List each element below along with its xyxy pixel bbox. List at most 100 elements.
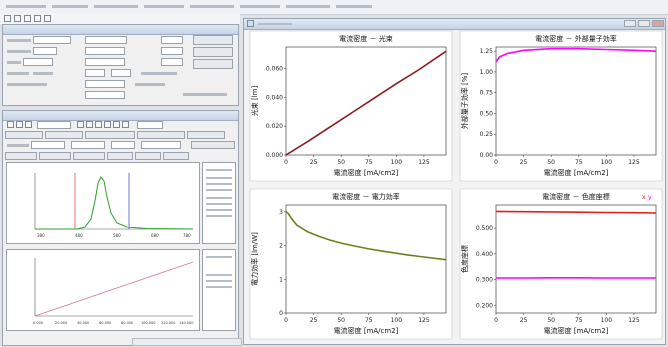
- toolbar-icon[interactable]: [24, 15, 31, 22]
- menu-placeholder[interactable]: [240, 5, 280, 8]
- y-tick-label: 0.400: [476, 251, 493, 258]
- settings-field[interactable]: [161, 47, 183, 55]
- toolbar-icon[interactable]: [16, 121, 23, 128]
- analysis-tab[interactable]: [85, 131, 135, 139]
- toolbar-icon[interactable]: [86, 121, 93, 128]
- settings-button[interactable]: [193, 59, 233, 69]
- settings-field[interactable]: [161, 36, 183, 44]
- legend-entry: x: [642, 194, 646, 201]
- analysis-tab[interactable]: [5, 131, 43, 139]
- analysis-button[interactable]: [191, 141, 235, 149]
- analysis-tab[interactable]: [135, 152, 161, 160]
- close-icon[interactable]: [652, 20, 664, 27]
- legend-entry: y: [648, 194, 652, 201]
- menu-placeholder[interactable]: [190, 5, 234, 8]
- window-title-placeholder: [258, 23, 292, 25]
- analysis-tab[interactable]: [39, 152, 71, 160]
- analysis-field[interactable]: [111, 141, 135, 149]
- settings-button[interactable]: [193, 47, 233, 57]
- x-tick-label: 100: [391, 159, 403, 166]
- settings-field[interactable]: [85, 58, 125, 66]
- settings-field[interactable]: [85, 36, 127, 44]
- luminance-tick-label: 40.000: [77, 321, 89, 325]
- toolbar-icon[interactable]: [77, 121, 84, 128]
- toolbar-icon[interactable]: [113, 121, 120, 128]
- status-strip: [132, 338, 242, 346]
- x-tick-label: 50: [337, 159, 345, 166]
- settings-field[interactable]: [85, 80, 125, 88]
- charts-area: 電流密度 － 光束0 25 50 75 100 1250.0000.0200.0400.0…: [249, 30, 663, 340]
- toolbar-icon[interactable]: [14, 15, 21, 22]
- settings-field[interactable]: [111, 69, 131, 77]
- x-tick-label: 75: [575, 159, 583, 166]
- x-tick-label: 75: [365, 317, 373, 324]
- settings-field[interactable]: [33, 47, 57, 55]
- settings-field[interactable]: [33, 36, 71, 44]
- toolbar-icon[interactable]: [7, 121, 14, 128]
- settings-field[interactable]: [85, 91, 125, 99]
- readout-placeholder: [206, 169, 232, 171]
- analysis-tab[interactable]: [107, 152, 133, 160]
- analysis-field[interactable]: [31, 141, 65, 149]
- toolbar-icon[interactable]: [25, 121, 32, 128]
- readout-placeholder: [206, 197, 232, 199]
- analysis-field[interactable]: [71, 141, 105, 149]
- settings-field[interactable]: [85, 47, 125, 55]
- menu-placeholder[interactable]: [6, 5, 46, 8]
- toolbar-icon[interactable]: [95, 121, 102, 128]
- spectrum-plot: 380 480 580 680 780: [34, 173, 194, 238]
- chart-panel-2: 電流密度 － 外部量子効率 0 25 50 75 100 125 0.00 0.25 0.50 0.…: [459, 30, 663, 182]
- menu-placeholder[interactable]: [144, 5, 184, 8]
- readout-placeholder: [206, 203, 232, 205]
- y-tick-label: 1: [279, 276, 283, 283]
- chart-title: 電流密度 － 色度座標: [542, 192, 609, 201]
- menu-placeholder[interactable]: [52, 5, 88, 8]
- spectrum-tick-label: 780: [183, 233, 191, 238]
- toolbar-icon[interactable]: [122, 121, 129, 128]
- toolbar-icon[interactable]: [44, 15, 51, 22]
- settings-field[interactable]: [85, 69, 105, 77]
- analysis-field[interactable]: [141, 141, 181, 149]
- settings-button[interactable]: [193, 35, 233, 45]
- menu-placeholder[interactable]: [286, 5, 330, 8]
- analysis-tab[interactable]: [45, 131, 83, 139]
- settings-field[interactable]: [23, 58, 53, 66]
- analysis-tab[interactable]: [163, 152, 189, 160]
- menu-placeholder[interactable]: [94, 5, 138, 8]
- plot-area: [495, 46, 657, 156]
- analysis-tab[interactable]: [73, 152, 105, 160]
- analysis-tab[interactable]: [137, 131, 185, 139]
- y-tick-label: 2: [279, 243, 283, 250]
- toolbar-field[interactable]: [37, 121, 71, 129]
- y-tick-label: 0.25: [480, 131, 494, 138]
- x-tick-label: 75: [575, 317, 583, 324]
- menu-placeholder[interactable]: [336, 5, 372, 8]
- minimize-icon[interactable]: [624, 20, 636, 27]
- y-tick-label: 1.25: [480, 48, 494, 55]
- toolbar-icon[interactable]: [104, 121, 111, 128]
- toolbar-icon[interactable]: [4, 15, 11, 22]
- series-line-1: [285, 211, 447, 261]
- y-axis-label: 外部量子効率 [%]: [460, 73, 469, 130]
- toolbar-field[interactable]: [137, 121, 163, 129]
- label-placeholder: [7, 72, 29, 75]
- chart-title: 電流密度 － 電力効率: [332, 192, 399, 201]
- settings-field[interactable]: [161, 58, 183, 66]
- analysis-tab[interactable]: [5, 152, 37, 160]
- chart-panel-1: 電流密度 － 光束 0 25 50 75 100 125 0.000 0.020 0.040 0.0…: [249, 30, 453, 182]
- toolbar-icon[interactable]: [34, 15, 41, 22]
- y-tick-label: 3: [279, 209, 283, 216]
- spectrum-plot-panel: 380 480 580 680 780: [6, 162, 200, 244]
- label-placeholder: [7, 39, 31, 42]
- y-tick-label: 0.200: [476, 302, 493, 309]
- chart-frame: [249, 30, 453, 182]
- readout-placeholder: [206, 183, 232, 185]
- maximize-icon[interactable]: [638, 20, 650, 27]
- series-line-1: [285, 50, 447, 156]
- chart-panel-4: 電流密度 － 色度座標 x y 0 25 50 75 100 125 0.200 0.300 0.40…: [459, 188, 663, 340]
- x-tick-label: 25: [520, 159, 528, 166]
- analysis-tab[interactable]: [187, 131, 225, 139]
- spectrum-curve: [35, 176, 194, 230]
- x-axis-label: 電流密度 [mA/cm2]: [544, 326, 609, 335]
- readout-placeholder: [206, 280, 232, 282]
